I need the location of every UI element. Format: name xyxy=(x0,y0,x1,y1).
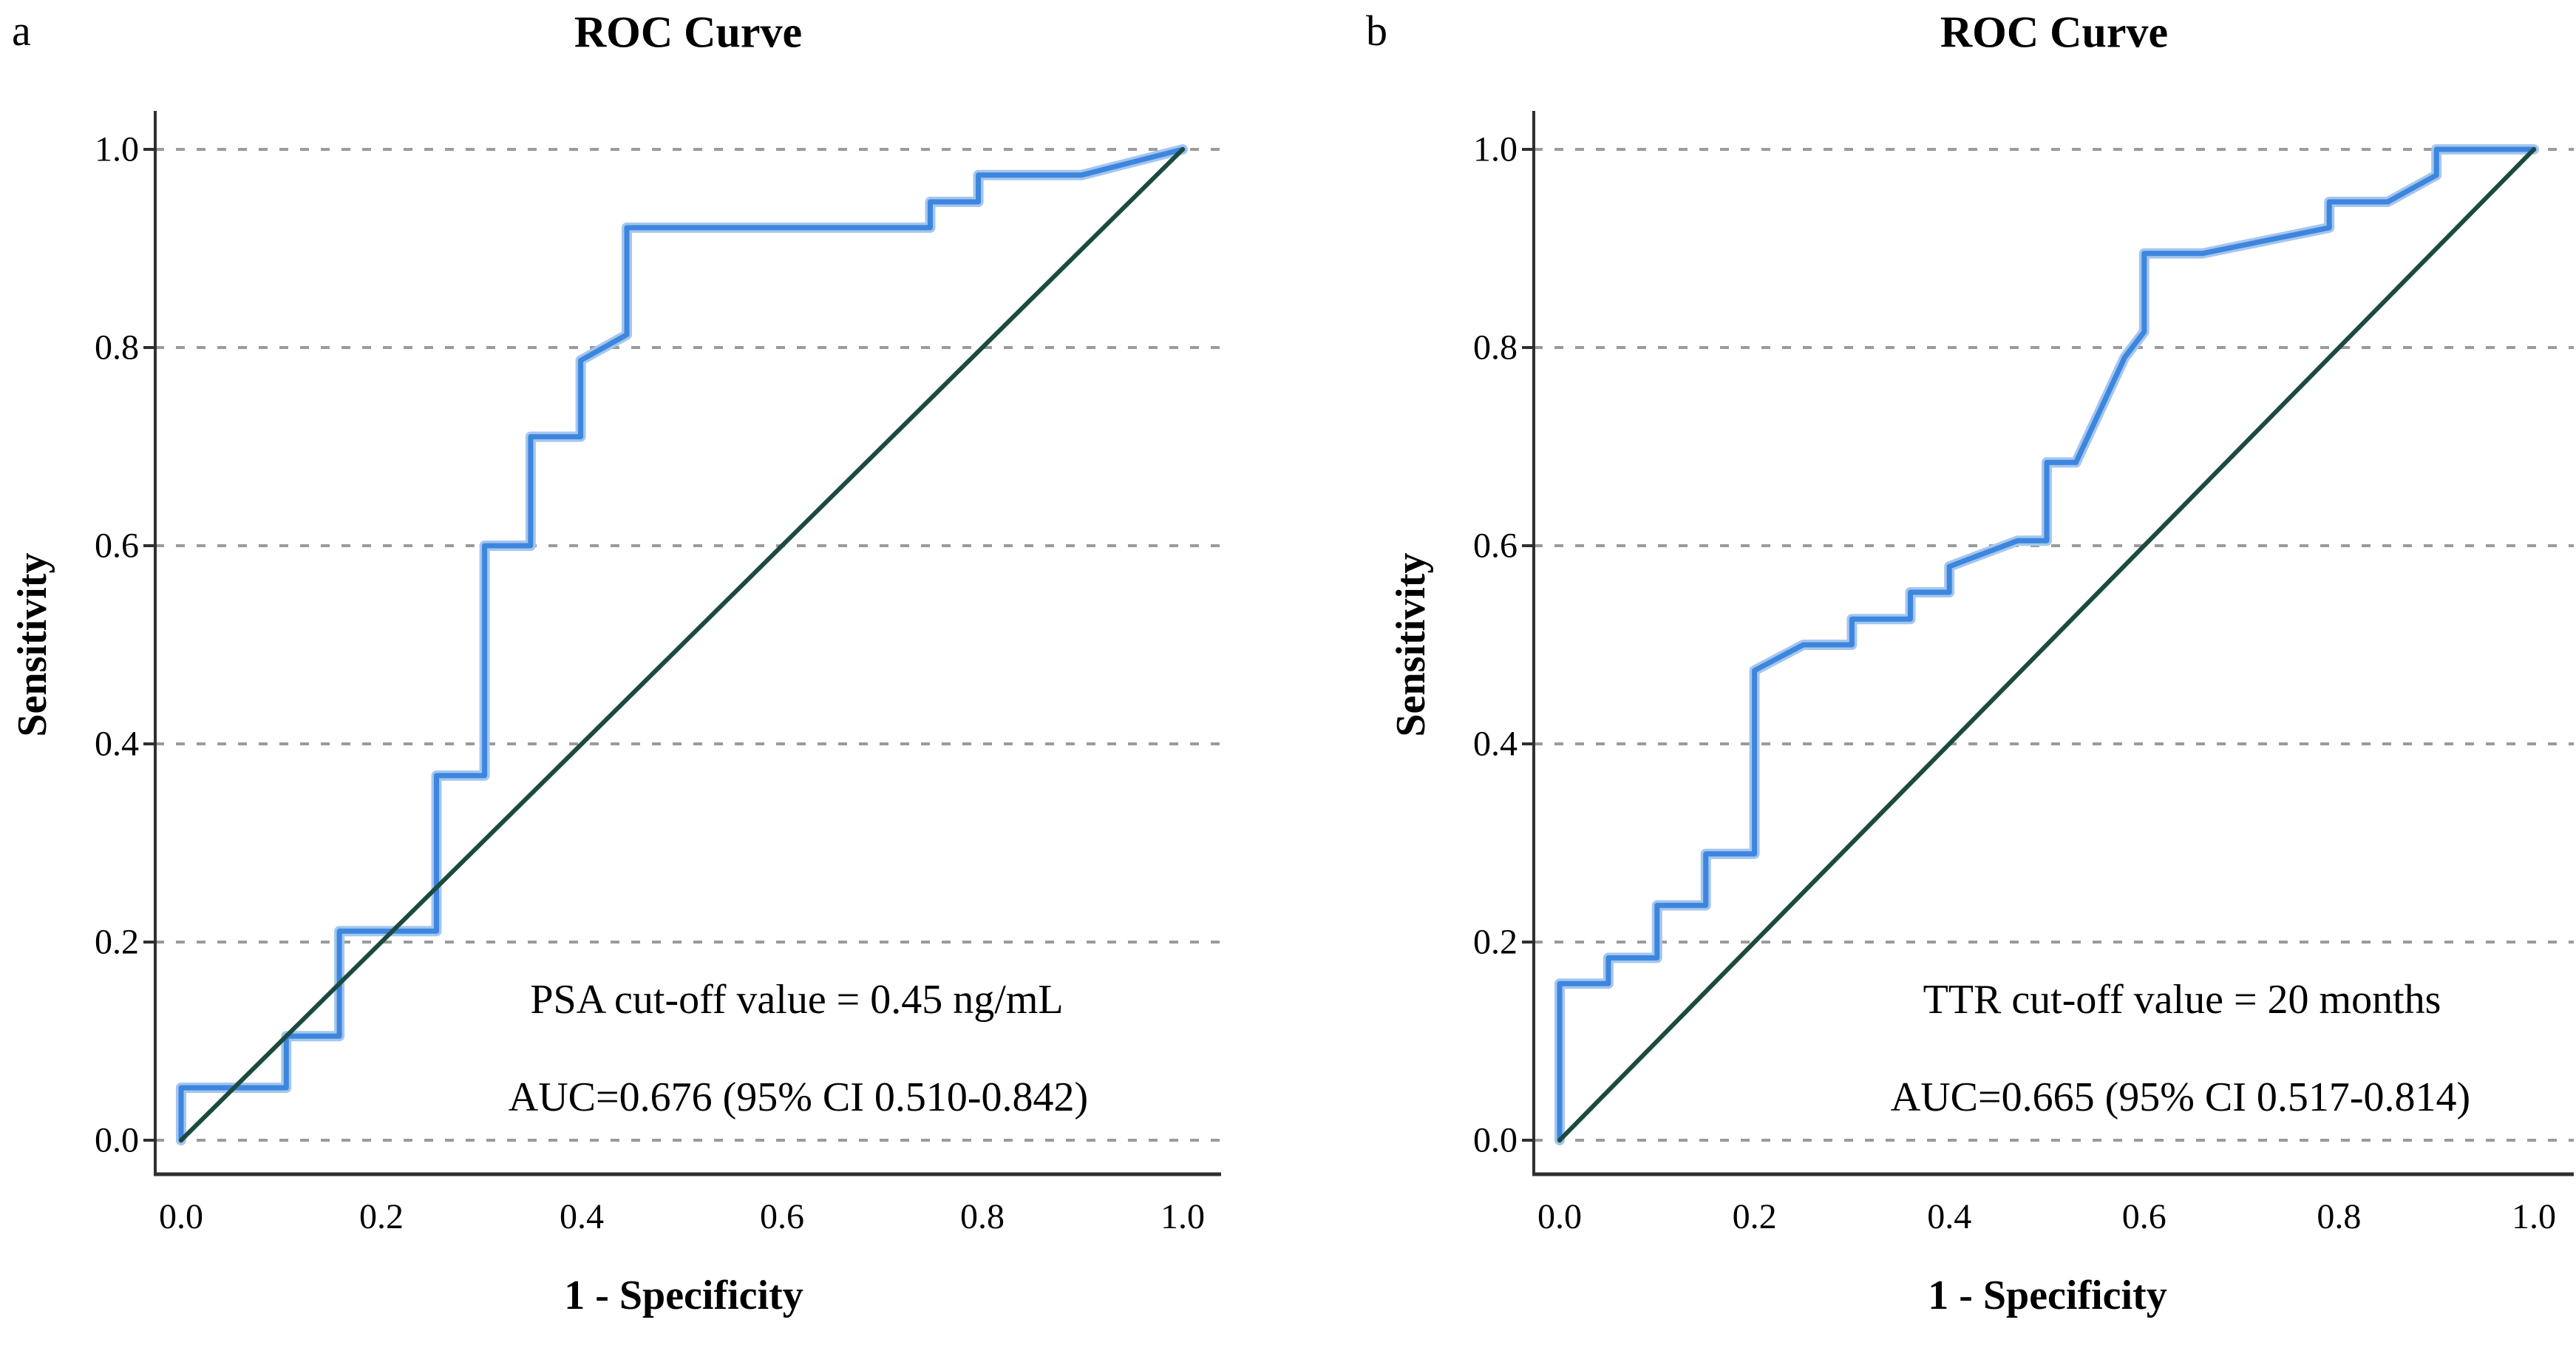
x-tick-label-b: 0.8 xyxy=(2317,1197,2362,1236)
x-tick-label-a: 1.0 xyxy=(1160,1197,1205,1236)
y-tick-label-a: 0.2 xyxy=(95,922,139,962)
x-tick-label-a: 0.6 xyxy=(760,1197,804,1236)
roc-curve-b xyxy=(1557,146,2537,1143)
x-tick-label-a: 0.4 xyxy=(560,1197,604,1236)
reference-diagonal-a xyxy=(179,147,1185,1142)
y-tick-label-b: 1.0 xyxy=(1473,129,1518,169)
x-tick-label-b: 0.4 xyxy=(1927,1197,1972,1236)
panel-label-a: a xyxy=(12,7,31,55)
auc-annotation-b: AUC=0.665 (95% CI 0.517-0.814) xyxy=(1890,1074,2471,1120)
x-tick-label-b: 0.6 xyxy=(2121,1197,2167,1236)
y-tick-label-a: 0.0 xyxy=(95,1120,139,1160)
roc-curve-a xyxy=(178,146,1186,1143)
chart-title-b: ROC Curve xyxy=(1940,7,2169,57)
y-tick-label-a: 0.4 xyxy=(95,724,139,764)
x-axis-label-a: 1 - Specificity xyxy=(564,1273,803,1318)
y-tick-label-a: 1.0 xyxy=(95,129,139,169)
y-tick-label-b: 0.6 xyxy=(1473,526,1518,566)
y-tick-label-a: 0.8 xyxy=(95,328,139,368)
y-tick-label-b: 0.0 xyxy=(1473,1120,1518,1160)
reference-diagonal-b xyxy=(1557,147,2536,1142)
y-tick-label-b: 0.8 xyxy=(1473,328,1518,368)
chart-title-a: ROC Curve xyxy=(574,7,803,57)
x-axis-label-b: 1 - Specificity xyxy=(1928,1273,2167,1318)
y-tick-label-b: 0.2 xyxy=(1473,922,1518,962)
cutoff-annotation-b: TTR cut-off value = 20 months xyxy=(1923,977,2441,1023)
y-tick-label-a: 0.6 xyxy=(95,526,139,566)
y-axis-label-b: Sensitivity xyxy=(1388,552,1434,737)
y-axis-label-a: Sensitivity xyxy=(10,552,55,737)
auc-annotation-a: AUC=0.676 (95% CI 0.510-0.842) xyxy=(508,1074,1089,1120)
x-tick-label-a: 0.0 xyxy=(159,1197,203,1236)
x-tick-label-a: 0.8 xyxy=(960,1197,1005,1236)
cutoff-annotation-a: PSA cut-off value = 0.45 ng/mL xyxy=(530,977,1064,1023)
x-tick-label-b: 1.0 xyxy=(2512,1197,2556,1236)
y-tick-label-b: 0.4 xyxy=(1473,724,1518,764)
x-tick-label-b: 0.2 xyxy=(1732,1197,1777,1236)
x-tick-label-b: 0.0 xyxy=(1537,1197,1582,1236)
x-tick-label-a: 0.2 xyxy=(359,1197,404,1236)
panel-label-b: b xyxy=(1366,7,1387,55)
